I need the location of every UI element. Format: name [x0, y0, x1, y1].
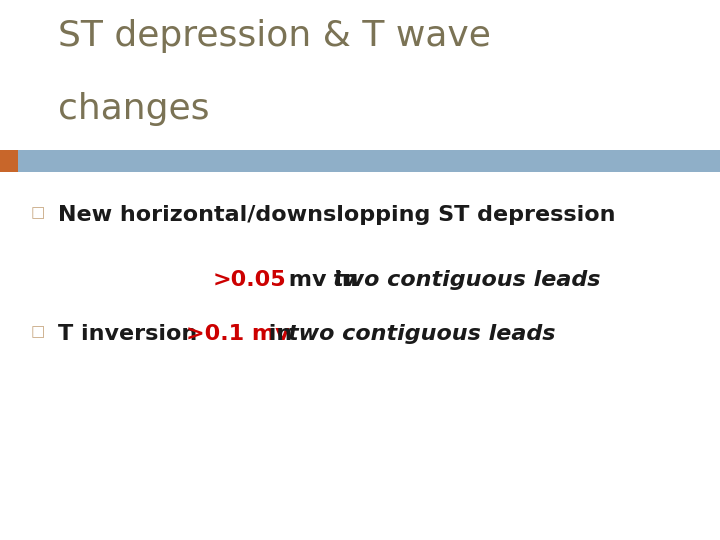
Text: □: □ [30, 324, 45, 339]
FancyBboxPatch shape [0, 150, 720, 172]
Text: T inversion: T inversion [58, 324, 204, 344]
Text: two contiguous leads: two contiguous leads [333, 270, 601, 290]
FancyBboxPatch shape [0, 150, 18, 172]
Text: □: □ [30, 205, 45, 220]
Text: New horizontal/downslopping ST depression: New horizontal/downslopping ST depressio… [58, 205, 615, 225]
Text: >0.05: >0.05 [212, 270, 286, 290]
Text: mv in: mv in [281, 270, 365, 290]
Text: ST depression & T wave: ST depression & T wave [58, 19, 490, 53]
Text: in: in [261, 324, 300, 344]
Text: changes: changes [58, 92, 209, 126]
Text: >0.1 mv: >0.1 mv [186, 324, 289, 344]
Text: two contiguous leads: two contiguous leads [288, 324, 556, 344]
